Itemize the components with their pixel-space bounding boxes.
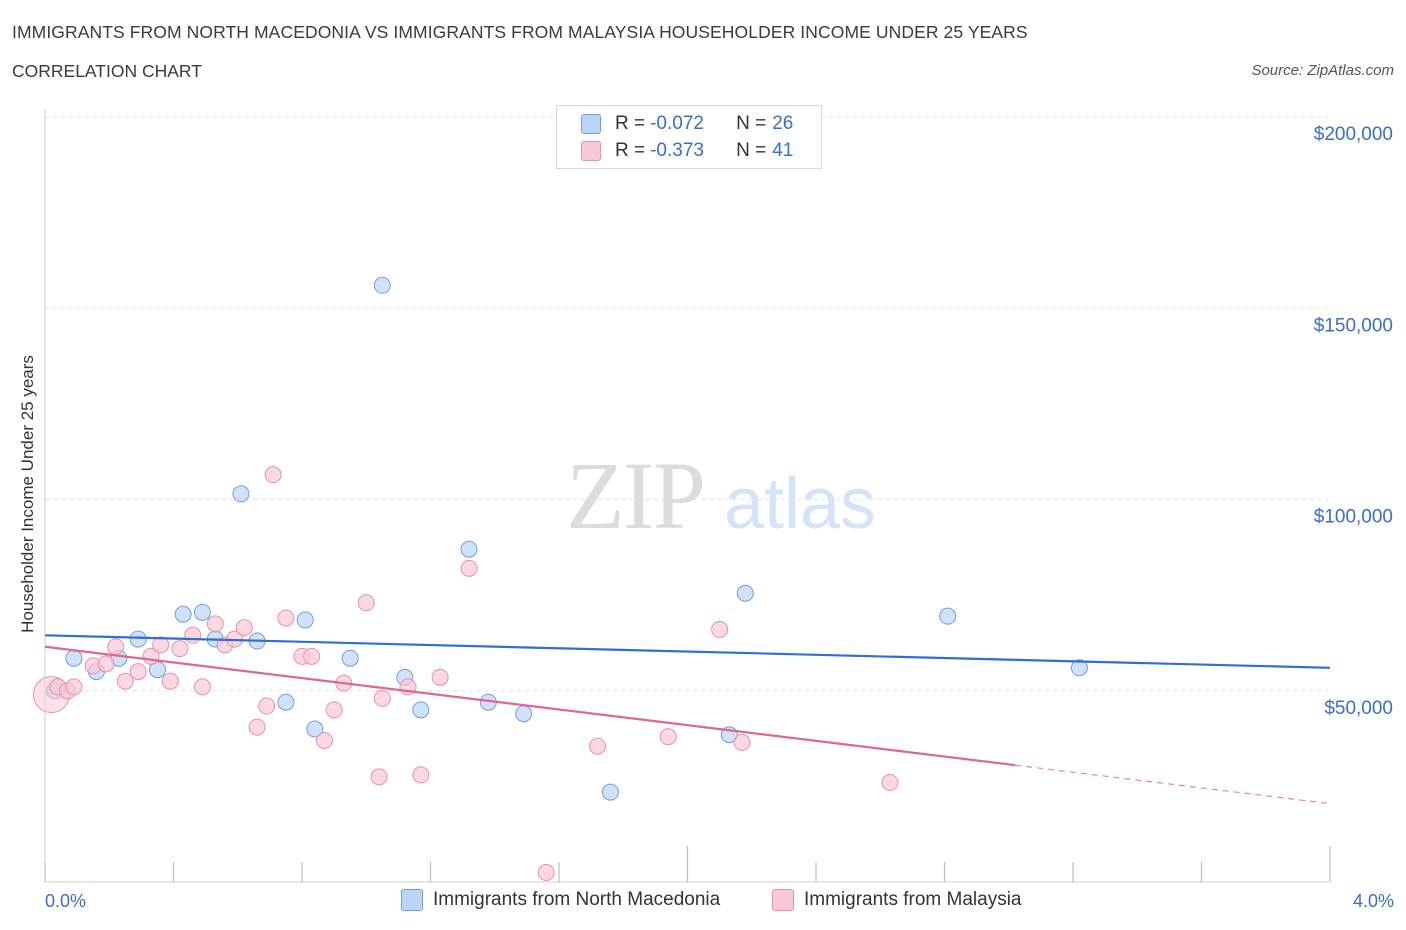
point-malaysia-12	[171, 640, 189, 658]
point-malaysia-15	[206, 615, 224, 633]
x-tick-max: 4.0%	[1352, 891, 1394, 911]
chart-subtitle: CORRELATION CHART	[12, 61, 202, 81]
series-legend-malaysia[interactable]: Immigrants from Malaysia	[772, 889, 1022, 911]
y-tick-label-1: $100,000	[1314, 507, 1393, 528]
point-malaysia-34	[460, 559, 478, 577]
gridlines	[45, 116, 1330, 692]
point-malaysia-6	[107, 638, 125, 656]
legend-swatch-blue	[581, 114, 601, 134]
legend-n-label: N =	[736, 113, 767, 134]
point-macedonia-21	[601, 783, 619, 801]
point-macedonia-25	[1070, 659, 1088, 677]
point-malaysia-28	[357, 594, 375, 612]
legend-r-label: R =	[615, 140, 646, 161]
point-malaysia-19	[248, 718, 266, 736]
correlation-legend: R = -0.072 N = 26 R = -0.373 N = 41	[556, 105, 822, 169]
legend-row-macedonia: R = -0.072 N = 26	[581, 112, 793, 136]
axes	[44, 109, 1331, 883]
zipatlas-watermark: ZIP atlas	[566, 442, 876, 549]
legend-r-value: -0.072	[650, 113, 704, 134]
legend-swatch-pink	[581, 141, 601, 161]
point-malaysia-8	[129, 663, 147, 681]
legend-n-value: 26	[772, 113, 794, 134]
source-credit: Source: ZipAtlas.com	[1251, 62, 1394, 79]
trend-line-extension-1	[1015, 764, 1331, 805]
point-malaysia-30	[373, 689, 391, 707]
point-malaysia-33	[431, 668, 449, 686]
point-macedonia-13	[306, 720, 324, 738]
legend-n-label: N =	[736, 140, 767, 161]
watermark-atlas: atlas	[724, 464, 876, 544]
point-malaysia-10	[152, 636, 170, 654]
legend-r-value: -0.373	[650, 140, 704, 161]
y-tick-label-0: $50,000	[1324, 698, 1393, 719]
point-macedonia-23	[736, 584, 754, 602]
trend-line-1	[44, 645, 1016, 767]
point-malaysia-29	[370, 768, 388, 786]
point-macedonia-7	[193, 603, 211, 621]
point-macedonia-18	[460, 540, 478, 558]
data-points	[32, 276, 1088, 881]
series-legend-macedonia[interactable]: Immigrants from North Macedonia	[401, 889, 720, 911]
point-malaysia-18	[235, 619, 253, 637]
y-tick-label-3: $200,000	[1314, 124, 1393, 145]
chart-title: IMMIGRANTS FROM NORTH MACEDONIA VS IMMIG…	[12, 22, 1028, 42]
point-macedonia-11	[277, 693, 295, 711]
point-malaysia-39	[733, 733, 751, 751]
point-malaysia-14	[193, 678, 211, 696]
series-swatch-pink	[772, 889, 794, 911]
series-label-malaysia: Immigrants from Malaysia	[804, 889, 1022, 910]
point-malaysia-26	[325, 701, 343, 719]
point-macedonia-24	[939, 607, 957, 625]
point-malaysia-32	[412, 766, 430, 784]
point-malaysia-3	[65, 678, 83, 696]
y-tick-label-2: $150,000	[1314, 315, 1393, 336]
trend-lines	[44, 634, 1331, 805]
point-macedonia-9	[232, 485, 250, 503]
point-malaysia-35	[537, 863, 555, 881]
x-tick-min: 0.0%	[45, 891, 87, 911]
trend-line-0	[44, 634, 1331, 669]
point-malaysia-5	[97, 655, 115, 673]
point-malaysia-36	[589, 737, 607, 755]
series-swatch-blue	[401, 889, 423, 911]
point-malaysia-37	[659, 728, 677, 746]
point-macedonia-17	[412, 701, 430, 719]
point-malaysia-20	[258, 697, 276, 715]
y-axis-ticks: $50,000 $100,000 $150,000 $200,000	[1314, 124, 1393, 719]
point-macedonia-14	[341, 649, 359, 667]
point-malaysia-7	[116, 672, 134, 690]
point-malaysia-11	[161, 672, 179, 690]
point-malaysia-25	[315, 731, 333, 749]
point-malaysia-21	[264, 466, 282, 484]
legend-n-value: 41	[772, 140, 794, 161]
point-malaysia-13	[184, 626, 202, 644]
y-axis-label: Householder Income Under 25 years	[18, 355, 37, 633]
point-macedonia-1	[65, 649, 83, 667]
legend-r-label: R =	[615, 113, 646, 134]
point-malaysia-24	[303, 647, 321, 665]
legend-row-malaysia: R = -0.373 N = 41	[581, 139, 793, 163]
point-malaysia-22	[277, 609, 295, 627]
point-malaysia-38	[711, 621, 729, 639]
point-macedonia-12	[296, 611, 314, 629]
series-label-macedonia: Immigrants from North Macedonia	[433, 889, 721, 910]
point-macedonia-6	[174, 605, 192, 623]
watermark-zip: ZIP	[566, 442, 704, 549]
point-malaysia-40	[881, 774, 899, 792]
point-macedonia-15	[373, 276, 391, 294]
point-macedonia-4	[129, 630, 147, 648]
point-macedonia-20	[515, 705, 533, 723]
